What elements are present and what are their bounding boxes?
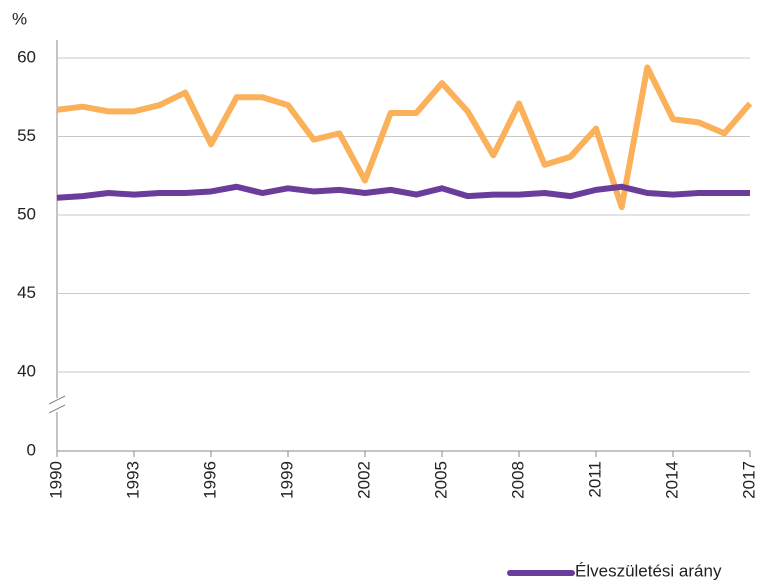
- x-tick-label: 2005: [431, 461, 450, 499]
- x-tick-label: 1996: [200, 461, 219, 499]
- x-tick-label: 2011: [585, 461, 604, 498]
- y-tick-label: 55: [17, 126, 36, 145]
- y-tick-label: 50: [17, 204, 36, 223]
- x-tick-label: 1990: [46, 461, 65, 499]
- axis-break: [48, 404, 66, 414]
- y-tick-label: 60: [17, 47, 36, 66]
- y-axis-label: %: [12, 9, 27, 28]
- legend-label: Élveszületési arány: [575, 561, 722, 580]
- y-tick-label: 40: [17, 361, 36, 380]
- x-tick-label: 2002: [354, 461, 373, 499]
- line-series: [56, 64, 753, 211]
- y-tick-label: 0: [27, 440, 36, 459]
- x-tick-label: 2008: [508, 461, 527, 499]
- line-series: [56, 183, 750, 201]
- x-tick-label: 2017: [739, 461, 758, 499]
- axis-break: [48, 395, 66, 405]
- x-tick-label: 1999: [277, 461, 296, 499]
- y-tick-label: 45: [17, 283, 36, 302]
- x-tick-label: 2014: [662, 461, 681, 499]
- x-tick-label: 1993: [123, 461, 142, 499]
